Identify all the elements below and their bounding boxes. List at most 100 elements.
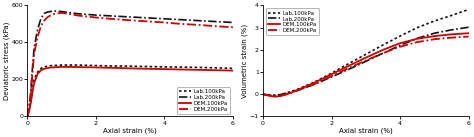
Lab,100kPa <box>26 110 32 112</box>
DEM,200kPa <box>414 41 420 43</box>
DEM,100kPa <box>93 67 99 68</box>
Lab,100kPa <box>25 116 30 117</box>
DEM,200kPa <box>93 17 99 18</box>
Lab,200kPa <box>230 22 236 23</box>
Lab,100kPa <box>35 71 40 73</box>
Lab,200kPa <box>466 26 472 28</box>
DEM,100kPa <box>28 103 34 104</box>
Lab,200kPa <box>31 47 37 49</box>
Line: DEM,100kPa: DEM,100kPa <box>27 67 233 116</box>
Lab,100kPa <box>301 86 307 87</box>
DEM,200kPa <box>127 19 133 21</box>
DEM,100kPa <box>45 67 51 69</box>
DEM,100kPa <box>29 92 35 93</box>
DEM,200kPa <box>52 13 57 15</box>
Lab,100kPa <box>294 89 300 90</box>
DEM,200kPa <box>26 108 32 110</box>
Lab,200kPa <box>274 94 280 96</box>
DEM,200kPa <box>76 15 82 16</box>
DEM,200kPa <box>267 95 273 96</box>
Lab,100kPa <box>38 68 44 69</box>
DEM,100kPa <box>311 82 317 84</box>
Lab,200kPa <box>294 89 300 91</box>
Lab,100kPa <box>267 94 273 96</box>
Lab,200kPa <box>431 32 437 34</box>
Lab,100kPa <box>29 88 35 90</box>
Lab,200kPa <box>162 18 167 20</box>
DEM,200kPa <box>45 16 51 18</box>
DEM,200kPa <box>397 46 403 48</box>
Lab,100kPa <box>397 35 403 37</box>
Lab,100kPa <box>288 91 293 92</box>
DEM,200kPa <box>162 22 167 23</box>
Lab,100kPa <box>414 27 420 28</box>
DEM,200kPa <box>29 73 35 75</box>
DEM,100kPa <box>25 116 30 117</box>
Lab,100kPa <box>277 94 283 95</box>
Lab,100kPa <box>145 66 150 67</box>
DEM,100kPa <box>277 95 283 97</box>
Lab,100kPa <box>281 93 286 95</box>
Lab,200kPa <box>301 87 307 89</box>
Lab,100kPa <box>59 64 64 66</box>
Lab,200kPa <box>179 19 184 21</box>
DEM,100kPa <box>466 32 472 34</box>
Lab,100kPa <box>230 68 236 69</box>
DEM,200kPa <box>328 75 334 77</box>
DEM,100kPa <box>294 89 300 91</box>
Lab,200kPa <box>38 18 44 19</box>
DEM,100kPa <box>288 92 293 94</box>
DEM,100kPa <box>110 67 116 69</box>
DEM,100kPa <box>397 42 403 44</box>
X-axis label: Axial strain (%): Axial strain (%) <box>103 127 157 134</box>
DEM,100kPa <box>346 65 352 67</box>
Lab,100kPa <box>65 64 71 66</box>
DEM,100kPa <box>274 96 280 97</box>
DEM,100kPa <box>65 66 71 68</box>
DEM,100kPa <box>42 68 47 70</box>
DEM,100kPa <box>179 69 184 70</box>
DEM,100kPa <box>76 66 82 68</box>
Lab,200kPa <box>328 76 334 78</box>
Lab,100kPa <box>162 66 167 68</box>
Lab,200kPa <box>42 12 47 14</box>
Lab,100kPa <box>466 9 472 10</box>
DEM,100kPa <box>301 86 307 88</box>
DEM,100kPa <box>26 111 32 113</box>
Lab,100kPa <box>28 101 34 102</box>
DEM,200kPa <box>466 36 472 37</box>
DEM,200kPa <box>65 13 71 15</box>
Line: Lab,100kPa: Lab,100kPa <box>263 9 469 95</box>
Line: Lab,100kPa: Lab,100kPa <box>27 65 233 116</box>
Lab,100kPa <box>431 20 437 22</box>
DEM,200kPa <box>213 25 219 27</box>
DEM,100kPa <box>284 93 290 95</box>
Lab,100kPa <box>274 94 280 96</box>
DEM,200kPa <box>145 21 150 22</box>
DEM,100kPa <box>380 49 386 51</box>
DEM,200kPa <box>196 24 201 26</box>
DEM,200kPa <box>230 26 236 28</box>
Lab,200kPa <box>414 38 420 39</box>
DEM,200kPa <box>38 25 44 27</box>
DEM,100kPa <box>448 34 454 35</box>
Line: DEM,100kPa: DEM,100kPa <box>263 33 469 96</box>
Line: DEM,200kPa: DEM,200kPa <box>263 37 469 96</box>
Lab,200kPa <box>110 15 116 17</box>
DEM,200kPa <box>277 95 283 97</box>
Lab,200kPa <box>93 14 99 16</box>
DEM,100kPa <box>363 57 369 58</box>
DEM,100kPa <box>38 69 44 71</box>
X-axis label: Axial strain (%): Axial strain (%) <box>339 127 392 134</box>
DEM,200kPa <box>281 94 286 96</box>
DEM,200kPa <box>363 60 369 61</box>
DEM,100kPa <box>414 38 420 40</box>
DEM,100kPa <box>52 66 57 68</box>
DEM,200kPa <box>301 87 307 89</box>
Lab,200kPa <box>25 116 30 117</box>
Lab,200kPa <box>145 17 150 19</box>
Lab,100kPa <box>196 67 201 68</box>
DEM,200kPa <box>346 67 352 69</box>
Lab,200kPa <box>288 91 293 93</box>
DEM,100kPa <box>281 94 286 96</box>
